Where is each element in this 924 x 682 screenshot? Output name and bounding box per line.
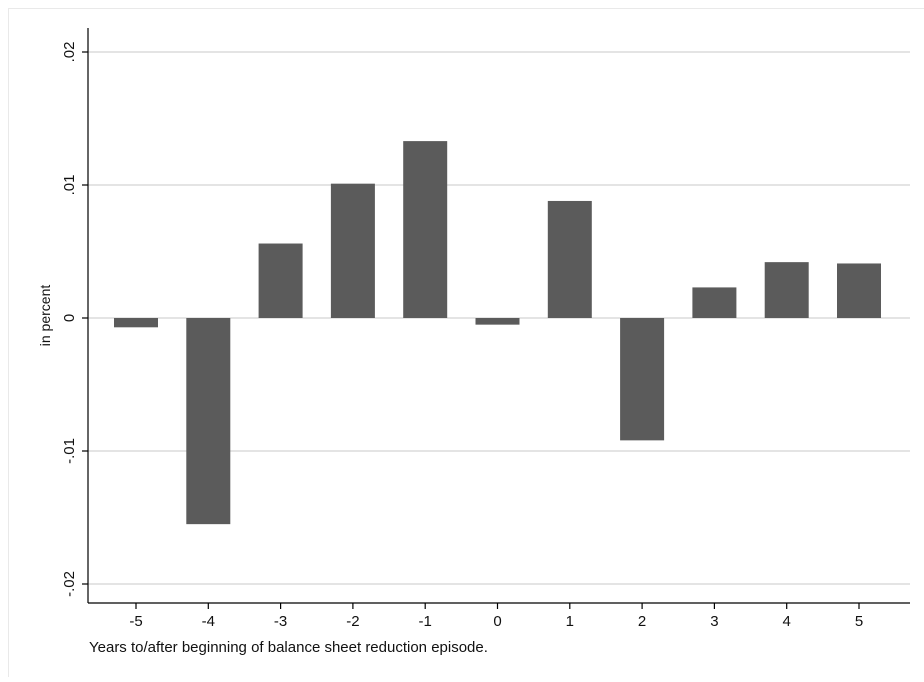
bar--2 <box>330 183 375 318</box>
x-tick-label: 3 <box>710 613 718 630</box>
y-axis-label: in percent <box>37 285 53 347</box>
x-tick-label: 1 <box>566 613 574 630</box>
bar--3 <box>258 243 303 318</box>
x-tick-label: -1 <box>419 613 432 630</box>
bar-5 <box>837 263 881 318</box>
y-tick-label: .02 <box>61 42 78 63</box>
bar--5 <box>114 318 158 328</box>
x-tick-label: 4 <box>783 613 791 630</box>
bar-3 <box>692 287 737 318</box>
axes <box>82 28 910 609</box>
bar-2 <box>620 318 665 441</box>
bar-1 <box>547 200 592 318</box>
tick-labels: -.02 -.01 0 .01 .02 -5 -4 -3 -2 -1 0 1 2 3 4 5 <box>61 42 863 630</box>
bar-4 <box>764 262 809 318</box>
y-tick-label: -.02 <box>61 571 78 597</box>
bar--4 <box>186 318 231 525</box>
x-tick-label: -5 <box>129 613 142 630</box>
x-axis-label: Years to/after beginning of balance shee… <box>89 639 488 656</box>
x-tick-label: 2 <box>638 613 646 630</box>
y-tick-label: .01 <box>61 175 78 196</box>
x-tick-label: 5 <box>855 613 863 630</box>
x-tick-label: -4 <box>202 613 215 630</box>
y-tick-label: -.01 <box>61 438 78 464</box>
bar--1 <box>403 141 448 318</box>
y-tick-label: 0 <box>61 314 78 322</box>
bars <box>114 141 881 525</box>
bar-0 <box>475 318 520 325</box>
x-tick-label: -2 <box>346 613 359 630</box>
x-tick-label: 0 <box>493 613 501 630</box>
x-tick-label: -3 <box>274 613 287 630</box>
